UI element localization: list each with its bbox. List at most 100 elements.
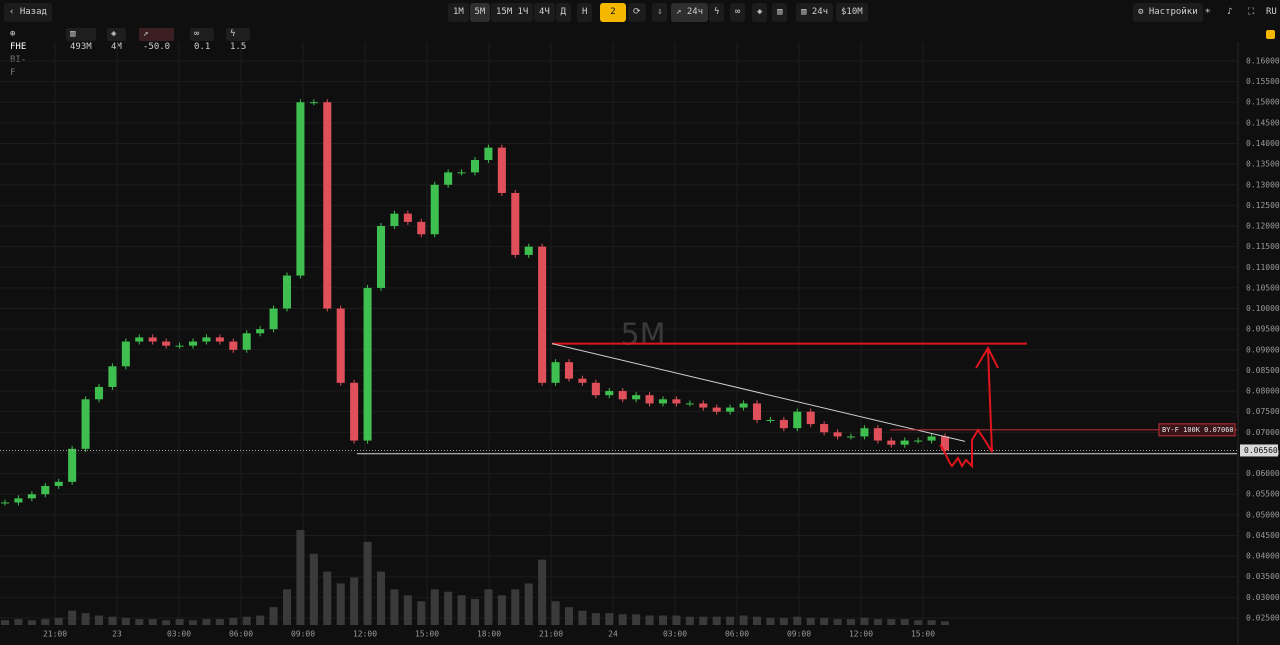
candle-body [135,337,144,342]
volume-bar [417,601,426,625]
theme-button[interactable]: ☀ [1205,7,1211,17]
x-tick-label: 21:00 [43,630,67,639]
timeframe-button[interactable]: Н [577,3,593,22]
current-price-label: 0.06560 [1244,446,1278,455]
sort-button[interactable]: ⇩ [652,3,668,22]
period2-button[interactable]: ▥ 24ч [796,3,834,22]
volume-bar [242,616,251,625]
layout-button[interactable]: 2 [600,3,626,22]
shield-button[interactable]: ◈ [752,3,768,22]
change-label: -50.0 [143,42,171,52]
volume-bar [363,541,372,625]
layout-label: 2 [610,7,616,17]
candle-body [578,378,587,383]
x-tick-label: 03:00 [663,630,687,639]
refresh-button[interactable]: ⟳ [628,3,646,22]
candle-body [726,407,735,412]
candle-body [564,362,574,379]
y-tick-label: 0.05500 [1246,490,1280,499]
y-tick-label: 0.14000 [1246,139,1280,148]
candle-body [148,337,157,342]
candle-body [54,481,63,486]
y-tick-label: 0.13500 [1246,160,1280,169]
link-button[interactable]: ∞ [730,3,746,22]
timeframe-button[interactable]: 5M [469,3,491,22]
candle-body [484,147,493,161]
volume-label: 493M [70,42,92,52]
candle-body [860,428,869,437]
x-tick-label: 06:00 [725,630,749,639]
spread-tag: ∞ 0.1 [190,28,215,52]
y-tick-label: 0.02500 [1246,613,1280,622]
volume-bar [94,615,104,625]
timeframe-button[interactable]: 1M [448,3,469,22]
candle-body [403,213,412,222]
volume-bar [229,617,238,625]
timeframe-button[interactable]: Д [555,3,571,22]
order-label-bg [1158,423,1236,437]
timeframe-button[interactable]: 1Ч [512,3,534,22]
bars-button[interactable]: ▥ [772,3,788,22]
timeframe-button[interactable]: 15M [491,3,518,22]
back-button[interactable]: ‹ Назад [4,3,52,22]
volume-bar [860,617,869,625]
volume-bar [806,617,815,625]
volume-filter-button[interactable]: $10M [836,3,868,22]
x-tick-label: 09:00 [291,630,315,639]
volume-bar [820,617,829,625]
candle-body [363,287,372,441]
x-tick-label: 09:00 [787,630,811,639]
y-tick-label: 0.06000 [1246,469,1280,478]
volume-bar [68,610,77,625]
candle-body [699,403,708,408]
candle-body [390,213,399,227]
candle-body [256,329,265,334]
candle-body [752,403,762,420]
timeframe-button[interactable]: 4Ч [534,3,555,22]
lang-button[interactable]: RU [1261,3,1280,22]
settings-button[interactable]: ⚙ Настройки [1133,3,1203,22]
fullscreen-button[interactable]: ⛶ [1248,7,1255,17]
period2-label: 24ч [811,7,829,17]
volume-bar [323,571,332,625]
volume-bar [685,616,694,625]
volume-bar [887,619,896,625]
y-tick-label: 0.05000 [1246,510,1280,519]
volume-bar [457,595,466,625]
period-button[interactable]: ↗ 24ч [671,3,709,22]
candle-body [551,362,560,383]
candle-body [309,102,318,104]
candle-body [229,341,238,350]
candle-body [68,448,77,482]
x-tick-label: 03:00 [167,630,191,639]
candle-body [833,432,842,437]
volume-bar [135,619,144,625]
sound-button[interactable]: ♪ [1227,7,1233,17]
volume-bar [564,607,574,625]
candle-body [524,246,533,255]
volume-bar [403,595,412,625]
watermark: 5M [621,318,666,353]
volume-bar [444,591,453,625]
flash-button[interactable]: ϟ [709,3,725,22]
exchange-label: BI-F [10,55,27,78]
candle-body [417,221,426,235]
y-tick-label: 0.04500 [1246,531,1280,540]
candle-body [658,399,668,404]
trend-line [551,343,966,442]
y-tick-label: 0.11000 [1246,263,1280,272]
candle-body [269,308,278,330]
volume-bar [524,583,533,625]
candle-body [873,428,882,441]
toolbar: ‹ Назад 1M 5M 15M 1Ч 4Ч Д Н 2 ⟳ ⇩ ↗ 24ч ϟ ∞ ◈ … [0,0,1280,26]
volume-bar [497,595,506,625]
candle-body [645,395,654,404]
volume-bar [350,577,359,625]
volume-bar [645,615,654,625]
volume-bar [54,617,63,625]
volume-bar [470,598,480,625]
hand-drawn-arrow [939,345,999,469]
period-label: 24ч [686,7,704,17]
y-tick-label: 0.11500 [1246,242,1280,251]
